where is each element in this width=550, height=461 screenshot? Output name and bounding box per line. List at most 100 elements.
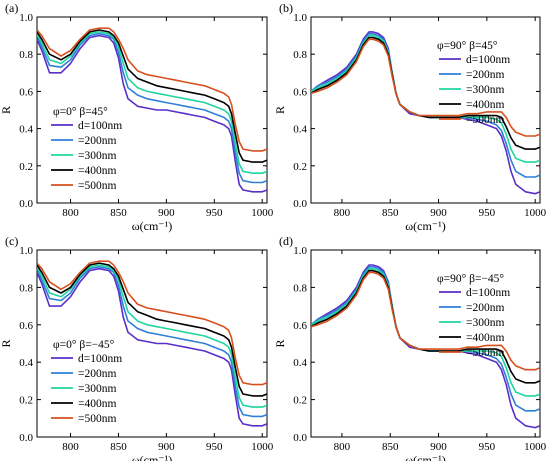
legend-entry: d=100nm [78, 120, 122, 132]
legend-entry: =500nm [78, 180, 116, 192]
legend-entry: =300nm [78, 383, 116, 395]
y-axis-label: R [273, 106, 287, 114]
y-tick-label: 0.6 [293, 320, 307, 332]
series-group [311, 264, 540, 429]
series-line-3 [37, 264, 267, 408]
y-tick-label: 0.6 [293, 86, 307, 98]
legend-entry: =500nm [466, 114, 504, 126]
x-tick-label: 900 [158, 441, 175, 453]
panel-label: (a) [5, 1, 18, 15]
legend-title: φ=90° β=45° [437, 40, 498, 52]
y-tick-label: 1.0 [19, 12, 33, 24]
series-group [311, 31, 540, 195]
y-axis-label: R [0, 339, 13, 347]
y-tick-label: 0.4 [19, 357, 33, 369]
y-tick-label: 0.0 [293, 432, 307, 444]
y-axis-label: R [273, 339, 287, 347]
plot-frame [36, 249, 268, 438]
x-tick-label: 800 [62, 441, 79, 453]
y-tick-label: 0.2 [19, 395, 33, 407]
legend-entry: =200nm [466, 302, 504, 314]
x-axis-label: ω(cm⁻¹) [132, 453, 172, 461]
x-tick-label: 850 [382, 207, 399, 219]
legend-title: φ=90° β=−45° [437, 273, 504, 285]
x-axis-label: ω(cm⁻¹) [405, 453, 445, 461]
legend-entry: =400nm [466, 332, 504, 344]
legend-entry: =300nm [466, 84, 504, 96]
chart-panel-3: (c) 800 850 900 950 1000 0.0 0.2 0.4 0.6 0.8 1.0 ω(c… [0, 234, 274, 461]
y-tick-label: 0.4 [19, 124, 33, 136]
legend-entry: =500nm [466, 347, 504, 359]
panel-label: (b) [279, 1, 293, 15]
x-tick-label: 900 [158, 207, 175, 219]
y-tick-label: 0.4 [293, 124, 307, 136]
x-tick-label: 800 [334, 207, 351, 219]
x-tick-label: 1000 [251, 207, 274, 219]
y-tick-label: 0.0 [19, 432, 33, 444]
y-tick-label: 0.2 [293, 395, 307, 407]
series-line-4 [37, 262, 267, 397]
x-tick-label: 850 [110, 441, 127, 453]
legend-entry: =400nm [466, 99, 504, 111]
series-line-5 [311, 271, 540, 371]
x-axis-label: ω(cm⁻¹) [132, 219, 172, 233]
chart-panel-1: (a) 800 850 900 950 1000 0.0 0.2 0.4 0.6 0.8 1.0 ω(c… [0, 1, 274, 233]
chart-panel-4: (d) 800 850 900 950 1000 0.0 0.2 0.4 0.6 0.8 1.0 ω(c… [273, 234, 547, 461]
x-tick-label: 1000 [524, 441, 547, 453]
legend-entry: d=100nm [466, 54, 510, 66]
series-line-3 [37, 31, 267, 174]
x-tick-label: 950 [206, 207, 223, 219]
x-tick-label: 800 [62, 207, 79, 219]
x-tick-label: 850 [110, 207, 127, 219]
series-line-2 [37, 265, 267, 418]
legend: φ=90° β=45° d=100nm =200nm =300nm =400nm =500… [437, 40, 510, 126]
legend-entry: =200nm [78, 135, 116, 147]
y-tick-label: 0.8 [293, 282, 307, 294]
series-line-5 [37, 260, 267, 386]
y-tick-label: 0.0 [19, 198, 33, 210]
series-line-5 [37, 27, 267, 152]
panel-label: (d) [279, 234, 293, 248]
legend: φ=0° β=−45° d=100nm =200nm =300nm =400nm =500… [51, 339, 122, 425]
x-tick-label: 1000 [524, 207, 547, 219]
y-tick-label: 1.0 [19, 245, 33, 257]
y-tick-label: 0.2 [293, 161, 307, 173]
x-tick-label: 800 [334, 441, 351, 453]
legend-title: φ=0° β=−45° [53, 339, 115, 351]
legend: φ=0° β=45° d=100nm =200nm =300nm =400nm =500n… [51, 106, 122, 192]
plot-frame [310, 249, 541, 438]
x-tick-label: 950 [479, 441, 496, 453]
x-axis-label: ω(cm⁻¹) [405, 219, 445, 233]
y-tick-label: 1.0 [293, 245, 307, 257]
legend-entry: =400nm [78, 165, 116, 177]
y-tick-label: 0.8 [19, 49, 33, 61]
legend-entry: =200nm [466, 69, 504, 81]
x-tick-label: 900 [430, 207, 447, 219]
legend-entry: =300nm [466, 317, 504, 329]
series-line-4 [37, 29, 267, 163]
chart-panel-2: (b) 800 850 900 950 1000 0.0 0.2 0.4 0.6 0.8 1.0 ω(c… [273, 1, 547, 233]
panel-label: (c) [5, 234, 18, 248]
plot-frame [310, 16, 541, 204]
x-tick-label: 850 [382, 441, 399, 453]
y-tick-label: 0.6 [19, 86, 33, 98]
x-tick-label: 900 [430, 441, 447, 453]
series-group [37, 27, 267, 193]
y-tick-label: 0.8 [293, 49, 307, 61]
legend: φ=90° β=−45° d=100nm =200nm =300nm =400nm =50… [437, 273, 510, 359]
y-tick-label: 0.6 [19, 320, 33, 332]
y-tick-label: 1.0 [293, 12, 307, 24]
x-tick-label: 950 [479, 207, 496, 219]
x-tick-label: 1000 [251, 441, 274, 453]
series-line-1 [37, 34, 267, 193]
legend-entry: d=100nm [466, 287, 510, 299]
legend-entry: =500nm [78, 413, 116, 425]
series-line-1 [37, 267, 267, 427]
series-line-5 [311, 38, 540, 137]
legend-title: φ=0° β=45° [53, 106, 108, 118]
plot-frame [36, 16, 268, 204]
y-tick-label: 0.0 [293, 198, 307, 210]
legend-entry: d=100nm [78, 353, 122, 365]
y-tick-label: 0.4 [293, 357, 307, 369]
